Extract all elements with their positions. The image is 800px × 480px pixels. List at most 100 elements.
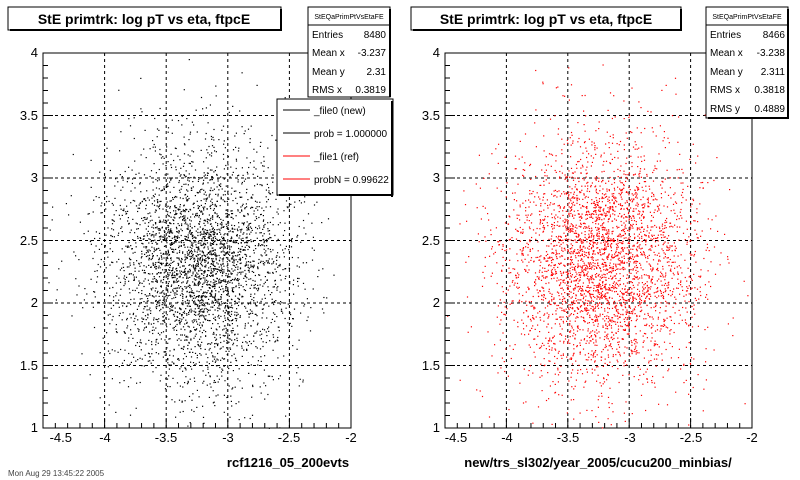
scatter-point xyxy=(152,181,154,183)
scatter-point xyxy=(192,203,194,205)
scatter-point xyxy=(150,323,152,325)
scatter-point xyxy=(212,230,215,232)
scatter-point xyxy=(234,135,236,137)
scatter-point xyxy=(162,331,165,333)
scatter-point xyxy=(229,347,231,349)
scatter-point xyxy=(195,244,197,246)
scatter-point xyxy=(240,262,242,264)
scatter-point xyxy=(253,287,255,289)
scatter-point xyxy=(155,280,157,282)
scatter-point xyxy=(149,250,151,252)
scatter-point xyxy=(582,282,584,284)
scatter-point xyxy=(190,255,192,257)
scatter-point xyxy=(581,232,583,234)
scatter-point xyxy=(218,305,220,307)
scatter-point xyxy=(148,339,150,341)
scatter-point xyxy=(166,186,168,188)
scatter-point xyxy=(296,236,298,238)
scatter-point xyxy=(201,240,203,242)
scatter-point xyxy=(227,313,229,315)
scatter-point xyxy=(208,396,210,398)
scatter-point xyxy=(306,319,308,322)
scatter-point xyxy=(667,137,669,139)
scatter-point xyxy=(548,314,550,316)
scatter-point xyxy=(215,319,217,321)
scatter-point xyxy=(146,235,149,237)
scatter-point xyxy=(653,234,655,236)
scatter-point xyxy=(627,317,629,319)
scatter-point xyxy=(148,257,151,259)
scatter-point xyxy=(155,367,157,369)
scatter-point xyxy=(551,252,553,254)
scatter-point xyxy=(203,236,205,238)
scatter-point xyxy=(213,358,216,360)
scatter-point xyxy=(104,281,106,283)
scatter-point xyxy=(185,319,187,321)
scatter-point xyxy=(573,280,575,282)
scatter-point xyxy=(198,242,200,244)
scatter-point xyxy=(610,343,612,345)
scatter-point xyxy=(145,208,147,210)
scatter-point xyxy=(272,181,274,183)
scatter-point xyxy=(313,204,316,206)
scatter-point xyxy=(179,250,181,252)
scatter-point xyxy=(144,294,146,296)
scatter-point xyxy=(615,307,617,309)
scatter-point xyxy=(205,257,207,260)
scatter-point xyxy=(263,219,265,221)
scatter-point xyxy=(124,332,126,334)
scatter-point xyxy=(233,287,235,289)
scatter-point xyxy=(171,277,174,279)
scatter-point xyxy=(207,222,209,224)
scatter-point xyxy=(171,309,173,311)
scatter-point xyxy=(625,317,627,319)
scatter-point xyxy=(171,248,173,250)
scatter-point xyxy=(208,214,210,216)
scatter-point xyxy=(207,372,210,374)
scatter-point xyxy=(569,231,571,233)
scatter-point xyxy=(152,240,154,242)
scatter-point xyxy=(573,348,575,350)
scatter-point xyxy=(207,262,209,264)
scatter-point xyxy=(606,188,608,190)
scatter-point xyxy=(156,292,158,294)
scatter-point xyxy=(180,309,182,311)
scatter-point xyxy=(633,293,635,295)
scatter-point xyxy=(146,246,148,248)
scatter-point xyxy=(244,269,246,272)
scatter-point xyxy=(237,378,239,380)
scatter-point xyxy=(263,369,265,371)
scatter-point xyxy=(229,249,231,251)
scatter-point xyxy=(643,332,646,335)
scatter-point xyxy=(226,247,228,250)
scatter-point xyxy=(256,151,258,153)
scatter-point xyxy=(164,237,166,239)
scatter-point xyxy=(655,354,657,356)
scatter-point xyxy=(159,107,161,110)
scatter-point xyxy=(264,223,266,226)
scatter-point xyxy=(648,275,650,277)
scatter-point xyxy=(596,295,598,297)
left-y-tick-label: 2.5 xyxy=(20,233,38,248)
scatter-point xyxy=(614,253,616,255)
scatter-point xyxy=(252,385,254,388)
scatter-point xyxy=(215,95,217,97)
scatter-point xyxy=(162,269,164,271)
scatter-point xyxy=(169,272,171,274)
scatter-point xyxy=(211,250,213,252)
scatter-point xyxy=(594,265,596,267)
scatter-point xyxy=(240,258,242,260)
scatter-point xyxy=(173,280,175,282)
scatter-point xyxy=(202,295,204,297)
scatter-point xyxy=(209,205,211,208)
scatter-point xyxy=(143,174,146,176)
scatter-point xyxy=(559,217,561,219)
scatter-point xyxy=(213,304,215,306)
scatter-point xyxy=(169,206,171,208)
scatter-point xyxy=(194,308,196,310)
scatter-point xyxy=(498,244,500,246)
scatter-point xyxy=(282,312,284,314)
scatter-point xyxy=(269,340,271,342)
scatter-point xyxy=(206,242,209,244)
scatter-point xyxy=(218,314,220,316)
